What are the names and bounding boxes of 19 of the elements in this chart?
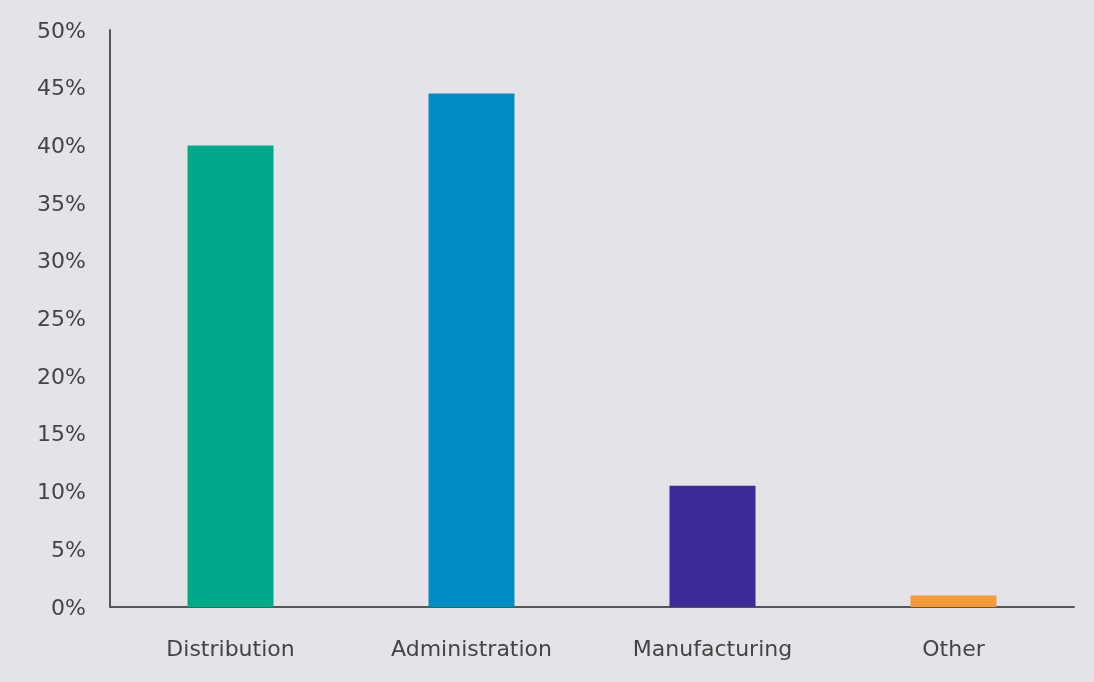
y-tick-label: 40%	[37, 132, 86, 158]
y-tick-label: 5%	[51, 536, 86, 562]
x-tick-label: Other	[922, 635, 986, 661]
y-tick-label: 15%	[37, 421, 86, 447]
x-tick-label: Manufacturing	[632, 635, 793, 661]
x-tick-label: Administration	[391, 635, 552, 661]
bar	[669, 485, 756, 607]
y-tick-label: 25%	[37, 306, 86, 331]
bar	[428, 93, 515, 607]
y-tick-label: 30%	[37, 248, 86, 274]
bar	[187, 145, 274, 607]
y-tick-label: 10%	[37, 479, 86, 505]
y-tick-label: 35%	[37, 190, 86, 216]
y-tick-label: 20%	[37, 363, 86, 389]
y-tick-label: 0%	[51, 594, 86, 620]
y-tick-label: 50%	[37, 17, 86, 43]
x-tick-label: Distribution	[166, 635, 295, 661]
bar	[910, 595, 997, 607]
y-tick-label: 45%	[37, 75, 86, 101]
